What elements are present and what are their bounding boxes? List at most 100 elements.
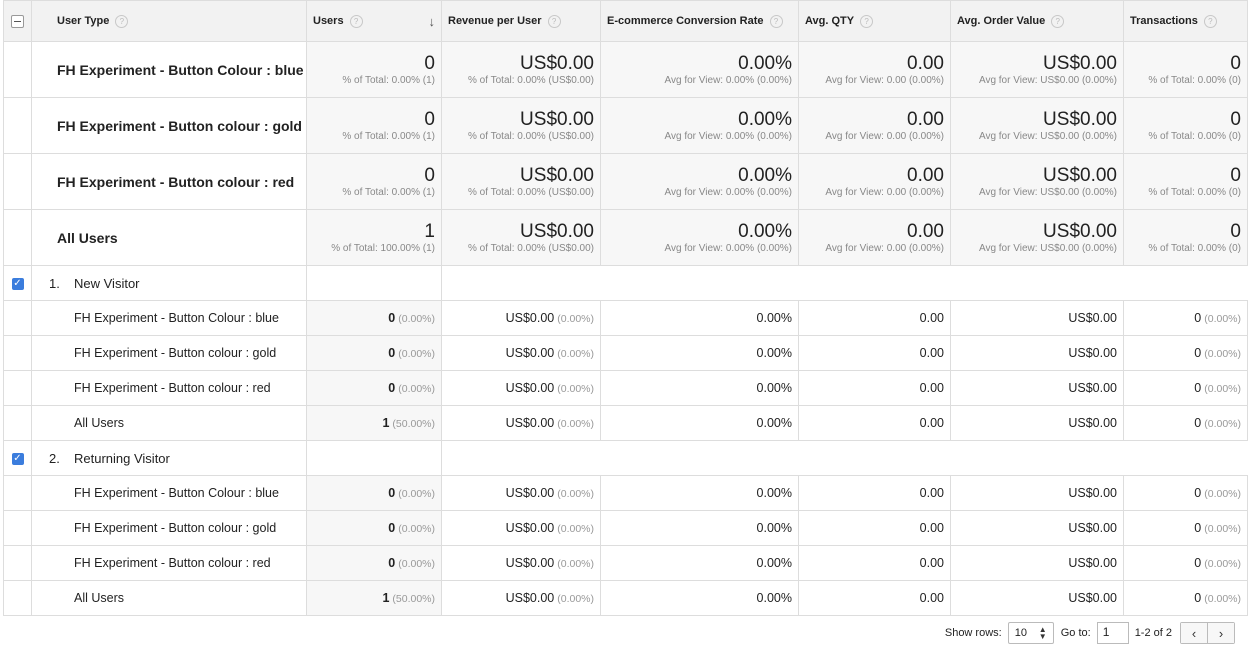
table-row[interactable]: FH Experiment - Button Colour : blue 0 (0.… xyxy=(3,475,1248,511)
report-table: User Type? Users? ↓ Revenue per User? E-c… xyxy=(3,0,1248,616)
table-row[interactable]: All Users 1 (50.00%) US$0.00 (0.00%) 0.00% 0.0… xyxy=(3,580,1248,616)
row-users-pct: (50.00%) xyxy=(392,593,435,605)
row-conversion-rate: 0.00% xyxy=(600,300,799,336)
row-revenue-per-user: US$0.00 (0.00%) xyxy=(441,545,601,581)
summary-revenue-per-user-cell: US$0.00% of Total: 0.00% (US$0.00) xyxy=(441,97,601,154)
column-header-label[interactable]: Users xyxy=(313,15,344,27)
summary-transactions-subtext: % of Total: 0.00% (0) xyxy=(1148,242,1241,254)
row-avg-order-value: US$0.00 xyxy=(950,300,1124,336)
select-all-checkbox[interactable] xyxy=(3,0,32,42)
sort-descending-icon[interactable]: ↓ xyxy=(428,13,436,29)
row-tx-pct: (0.00%) xyxy=(1204,313,1241,325)
row-tx-value: 0 xyxy=(1194,311,1202,325)
column-header-revenue-per-user[interactable]: Revenue per User? xyxy=(441,0,601,42)
help-icon[interactable]: ? xyxy=(860,14,874,28)
rows-per-page-select[interactable]: 10 ▲ ▼ xyxy=(1007,622,1054,644)
row-users: 0 (0.00%) xyxy=(306,510,442,546)
column-header-users[interactable]: Users? ↓ xyxy=(306,0,442,42)
column-header-transactions[interactable]: Transactions? xyxy=(1123,0,1248,42)
summary-users-subtext: % of Total: 0.00% (1) xyxy=(342,74,435,86)
row-transactions: 0 (0.00%) xyxy=(1123,580,1248,616)
column-header-ecommerce-conversion-rate[interactable]: E-commerce Conversion Rate? xyxy=(600,0,799,42)
group-users-cell xyxy=(306,440,442,476)
row-segment-label: FH Experiment - Button Colour : blue xyxy=(31,300,307,336)
column-header-avg-order-value[interactable]: Avg. Order Value? xyxy=(950,0,1124,42)
summary-conversion-rate-subtext: Avg for View: 0.00% (0.00%) xyxy=(664,130,792,142)
row-tx-pct: (0.00%) xyxy=(1204,418,1241,430)
row-avg-order-value: US$0.00 xyxy=(950,405,1124,441)
row-users-pct: (0.00%) xyxy=(398,523,435,535)
row-rpu-pct: (0.00%) xyxy=(557,418,594,430)
row-users-pct: (0.00%) xyxy=(398,488,435,500)
help-icon[interactable]: ? xyxy=(349,14,363,28)
group-row[interactable]: ✓ 2. Returning Visitor xyxy=(3,440,1248,476)
row-avg-qty: 0.00 xyxy=(798,300,951,336)
row-avg-qty: 0.00 xyxy=(798,475,951,511)
summary-avg-qty-value: 0.00 xyxy=(907,52,944,74)
row-users-pct: (0.00%) xyxy=(398,558,435,570)
column-header-avg-qty[interactable]: Avg. QTY? xyxy=(798,0,951,42)
table-row[interactable]: FH Experiment - Button colour : red 0 (0.0… xyxy=(3,370,1248,406)
row-conversion-rate: 0.00% xyxy=(600,510,799,546)
column-header-label[interactable]: User Type xyxy=(57,15,110,27)
row-rpu-pct: (0.00%) xyxy=(557,313,594,325)
summary-conversion-rate-cell: 0.00% Avg for View: 0.00% (0.00%) xyxy=(600,41,799,98)
table-row[interactable]: FH Experiment - Button colour : red 0 (0.0… xyxy=(3,545,1248,581)
row-users-value: 0 xyxy=(388,521,396,535)
checkbox-checked-icon[interactable]: ✓ xyxy=(11,278,24,291)
row-rpu-value: US$0.00 xyxy=(505,381,555,395)
table-row[interactable]: All Users 1 (50.00%) US$0.00 (0.00%) 0.00% 0.0… xyxy=(3,405,1248,441)
row-transactions: 0 (0.00%) xyxy=(1123,335,1248,371)
row-users: 0 (0.00%) xyxy=(306,335,442,371)
row-users: 0 (0.00%) xyxy=(306,545,442,581)
row-users-value: 0 xyxy=(388,556,396,570)
summary-segment-label: FH Experiment - Button Colour : blue xyxy=(31,41,307,98)
group-number: 1. xyxy=(49,275,60,291)
table-row[interactable]: FH Experiment - Button colour : gold 0 (0.… xyxy=(3,510,1248,546)
summary-row: FH Experiment - Button colour : gold 0% o… xyxy=(3,97,1248,154)
summary-avg-qty-cell: 0.00 Avg for View: 0.00 (0.00%) xyxy=(798,153,951,210)
summary-revenue-per-user-subtext: % of Total: 0.00% (US$0.00) xyxy=(468,186,594,198)
help-icon[interactable]: ? xyxy=(1203,14,1217,28)
column-header-label[interactable]: Avg. QTY xyxy=(805,15,855,27)
summary-segment-label: FH Experiment - Button colour : gold xyxy=(31,97,307,154)
row-rpu-pct: (0.00%) xyxy=(557,488,594,500)
group-row[interactable]: ✓ 1. New Visitor xyxy=(3,265,1248,301)
group-checkbox-cell[interactable]: ✓ xyxy=(3,265,32,301)
help-icon[interactable]: ? xyxy=(115,14,129,28)
rows-per-page-value[interactable]: 10 xyxy=(1014,627,1027,639)
row-avg-order-value: US$0.00 xyxy=(950,335,1124,371)
row-tx-pct: (0.00%) xyxy=(1204,348,1241,360)
updown-arrows-icon[interactable]: ▲ ▼ xyxy=(1038,625,1047,641)
table-row[interactable]: FH Experiment - Button Colour : blue 0 (0.… xyxy=(3,300,1248,336)
goto-page-input[interactable]: 1 xyxy=(1096,622,1129,644)
summary-conversion-rate-cell: 0.00% Avg for View: 0.00% (0.00%) xyxy=(600,153,799,210)
summary-conversion-rate-cell: 0.00% Avg for View: 0.00% (0.00%) xyxy=(600,97,799,154)
row-tx-value: 0 xyxy=(1194,381,1202,395)
column-header-label[interactable]: Avg. Order Value xyxy=(957,15,1046,27)
help-icon[interactable]: ? xyxy=(769,14,783,28)
summary-users-subtext: % of Total: 0.00% (1) xyxy=(342,186,435,198)
row-revenue-per-user: US$0.00 (0.00%) xyxy=(441,335,601,371)
column-header-label[interactable]: E-commerce Conversion Rate xyxy=(607,15,764,27)
table-row[interactable]: FH Experiment - Button colour : gold 0 (0.… xyxy=(3,335,1248,371)
checkbox-checked-icon[interactable]: ✓ xyxy=(11,453,24,466)
minus-checkbox-icon[interactable] xyxy=(11,14,24,28)
show-rows-label: Show rows: xyxy=(944,627,1002,639)
row-conversion-rate: 0.00% xyxy=(600,405,799,441)
help-icon[interactable]: ? xyxy=(1051,14,1065,28)
row-checkbox-cell xyxy=(3,370,32,406)
help-icon[interactable]: ? xyxy=(547,14,561,28)
row-rpu-pct: (0.00%) xyxy=(557,348,594,360)
chevron-right-icon[interactable]: › xyxy=(1207,623,1234,643)
row-avg-qty: 0.00 xyxy=(798,510,951,546)
row-transactions: 0 (0.00%) xyxy=(1123,545,1248,581)
group-checkbox-cell[interactable]: ✓ xyxy=(3,440,32,476)
column-header-user-type[interactable]: User Type? xyxy=(31,0,307,42)
chevron-left-icon[interactable]: ‹ xyxy=(1181,623,1207,643)
summary-transactions-value: 0 xyxy=(1230,220,1241,242)
summary-revenue-per-user-subtext: % of Total: 0.00% (US$0.00) xyxy=(468,74,594,86)
column-header-label[interactable]: Revenue per User xyxy=(448,15,542,27)
column-header-label[interactable]: Transactions xyxy=(1130,15,1198,27)
